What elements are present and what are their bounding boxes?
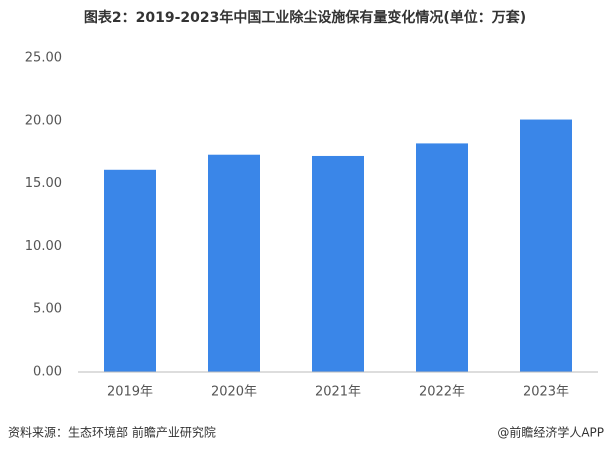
y-tick-label: 0.00 — [33, 365, 62, 380]
source: 资料来源：生态环境部 前瞻产业研究院 — [8, 425, 216, 440]
y-tick-label: 20.00 — [25, 113, 62, 128]
chart-title: 图表2：2019-2023年中国工业除尘设施保有量变化情况(单位：万套) — [84, 9, 526, 26]
credit: @前瞻经济学人APP — [497, 425, 604, 440]
x-tick-label: 2022年 — [419, 385, 465, 400]
y-tick-label: 15.00 — [25, 176, 62, 191]
x-tick-label: 2020年 — [211, 385, 257, 400]
x-tick-label: 2019年 — [107, 385, 153, 400]
bar — [416, 143, 468, 372]
bar — [104, 169, 156, 372]
bar — [520, 119, 572, 372]
bar — [208, 154, 260, 372]
x-tick-label: 2021年 — [315, 385, 361, 400]
x-tick-label: 2023年 — [523, 385, 569, 400]
y-tick-label: 10.00 — [25, 239, 62, 254]
y-tick-label: 25.00 — [25, 51, 62, 66]
y-tick-label: 5.00 — [33, 302, 62, 317]
bar — [312, 155, 364, 372]
